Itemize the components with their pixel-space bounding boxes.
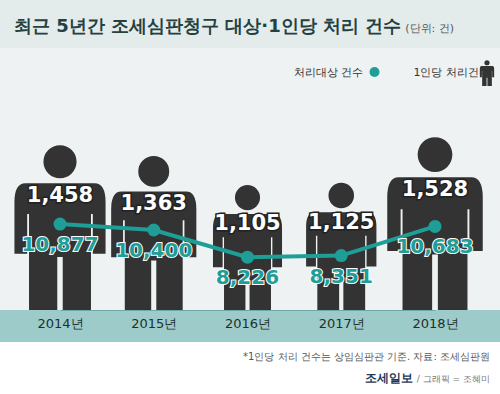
axis-line <box>61 310 436 311</box>
data-label: 1,105 <box>214 211 280 235</box>
point <box>335 249 348 262</box>
legend: 처리대상 건수 1인당 처리건수 <box>294 60 494 86</box>
footer-band <box>0 342 500 394</box>
axis-band <box>0 310 500 342</box>
title: 최근 5년간 조세심판청구 대상·1인당 처리 건수 <box>14 15 401 36</box>
tick: 2014년 <box>37 316 83 331</box>
data-label: 1,458 <box>27 183 93 207</box>
chart: 최근 5년간 조세심판청구 대상·1인당 처리 건수(단위: 건)1,4581,… <box>0 0 500 394</box>
person-bar <box>387 137 483 310</box>
data-label: 1,125 <box>308 210 374 234</box>
tick: 2016년 <box>225 316 271 331</box>
data-label: 10,400 <box>115 238 192 262</box>
legend-label: 처리대상 건수 <box>294 66 364 79</box>
subtitle: (단위: 건) <box>405 22 454 35</box>
point <box>147 224 160 237</box>
tick: 2017년 <box>319 316 365 331</box>
x-axis: 2014년 2015년 2016년 2017년 2018년 <box>37 311 458 332</box>
tick: 2015년 <box>131 316 177 331</box>
legend-item: 처리대상 건수 <box>294 66 380 79</box>
data-label: 10,683 <box>396 234 473 258</box>
credit: / 그래픽 = 조혜미 <box>417 374 490 384</box>
data-label: 8,226 <box>216 265 279 289</box>
data-label: 1,528 <box>402 177 468 201</box>
point <box>54 218 67 231</box>
tick: 2018년 <box>412 316 458 331</box>
point <box>429 220 442 233</box>
data-label: 10,877 <box>21 232 98 256</box>
source-logo: 조세일보 <box>365 371 413 385</box>
person-bar <box>213 185 282 310</box>
data-label: 1,363 <box>121 191 187 215</box>
tick-label: 2018년 <box>412 316 458 331</box>
data-label: 8,351 <box>310 264 373 288</box>
tick-label: 2016년 <box>225 316 271 331</box>
footnote: *1인당 처리 건수는 상임심판관 기준. 자료: 조세심판원 <box>243 351 490 362</box>
background <box>0 0 500 394</box>
plot-area <box>14 137 482 310</box>
legend-label: 1인당 처리건수 <box>414 66 491 79</box>
tick-label: 2015년 <box>131 316 177 331</box>
tick-label: 2014년 <box>37 316 83 331</box>
tick-label: 2017년 <box>319 316 365 331</box>
data-labels: 1,458 1,363 1,105 1,125 1,528 10,877 10,400 8,2… <box>21 177 473 289</box>
legend-symbol <box>370 67 380 77</box>
person-bar <box>111 156 196 310</box>
title-band <box>0 0 500 48</box>
legend-symbol <box>480 60 494 86</box>
point <box>241 251 254 264</box>
legend-item: 1인당 처리건수 <box>414 60 495 86</box>
